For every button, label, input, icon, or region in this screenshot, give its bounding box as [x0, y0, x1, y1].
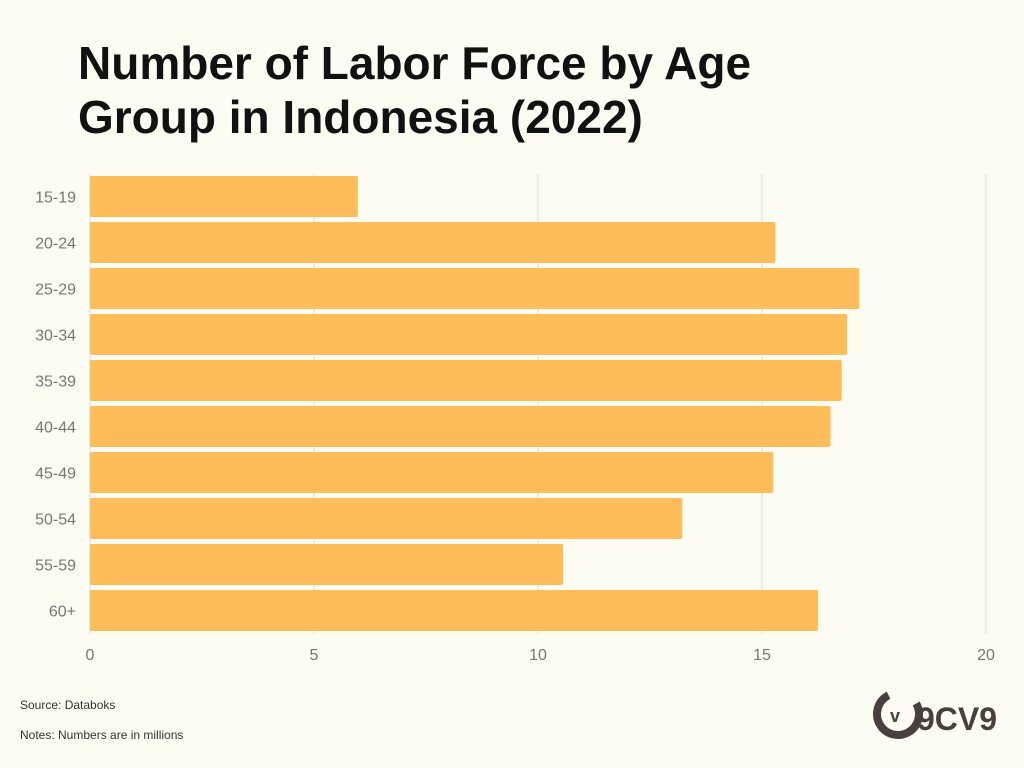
- bar-20-24: [90, 222, 776, 263]
- category-label: 50-54: [35, 512, 76, 529]
- category-label: 30-34: [35, 328, 76, 345]
- chart-title: Number of Labor Force by Age Group in In…: [78, 37, 752, 143]
- x-tick-label: 5: [310, 647, 319, 664]
- bar-25-29: [90, 268, 860, 309]
- bar-50-54: [90, 498, 683, 539]
- units-note: Notes: Numbers are in millions: [20, 728, 184, 742]
- brand-logo: v 9CV9: [873, 689, 997, 739]
- bar-15-19: [90, 176, 358, 217]
- x-tick-label: 0: [86, 647, 95, 664]
- bar-40-44: [90, 406, 831, 447]
- category-label: 60+: [49, 604, 76, 621]
- x-tick-label: 20: [977, 647, 995, 664]
- bar-35-39: [90, 360, 842, 401]
- x-tick-label: 15: [753, 647, 771, 664]
- svg-text:v: v: [890, 706, 900, 726]
- category-label: 25-29: [35, 282, 76, 299]
- category-label: 40-44: [35, 420, 76, 437]
- bar-60+: [90, 590, 818, 631]
- category-label: 20-24: [35, 236, 76, 253]
- category-label: 45-49: [35, 466, 76, 483]
- bar-55-59: [90, 544, 564, 585]
- category-label: 15-19: [35, 190, 76, 207]
- category-label: 55-59: [35, 558, 76, 575]
- source-note: Source: Databoks: [20, 698, 116, 712]
- bar-30-34: [90, 314, 848, 355]
- x-tick-label: 10: [529, 647, 547, 664]
- bar-45-49: [90, 452, 774, 493]
- category-label: 35-39: [35, 374, 76, 391]
- logo-text: 9CV9: [917, 701, 997, 737]
